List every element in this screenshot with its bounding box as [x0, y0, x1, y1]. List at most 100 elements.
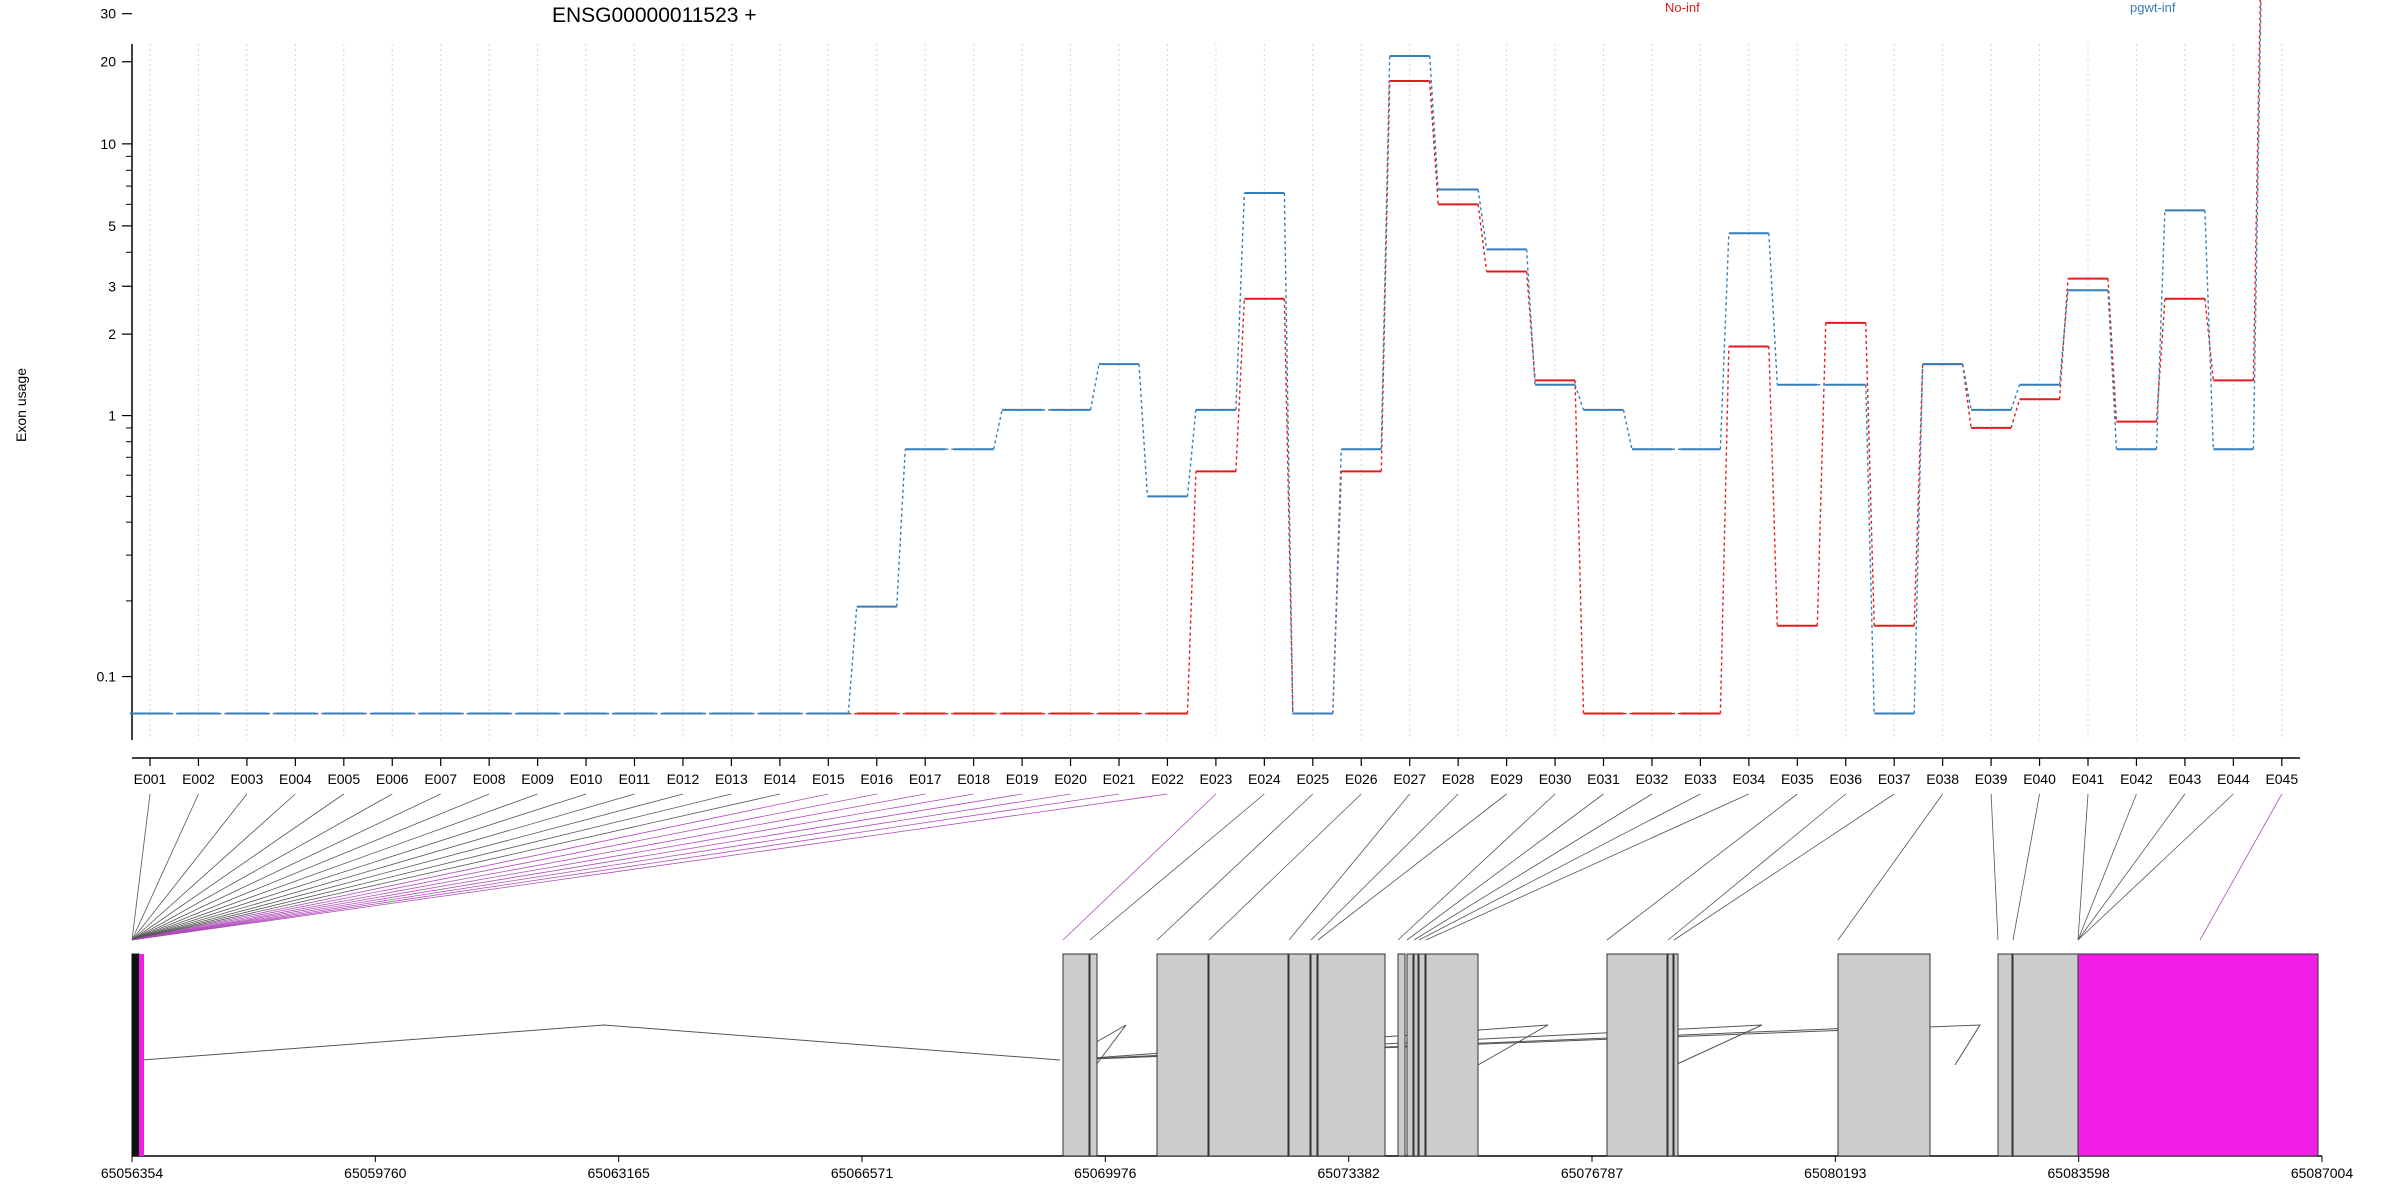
x-tick-label-e016: E016: [860, 771, 893, 787]
series-pgwt-inf-connector: [2010, 384, 2021, 411]
x-tick-label-e018: E018: [957, 771, 990, 787]
series-pgwt-inf-connector: [896, 449, 906, 607]
x-tick-label-e013: E013: [715, 771, 748, 787]
connector-line: [1425, 793, 1750, 941]
connector-line: [1317, 793, 1507, 941]
connector-line: [131, 793, 296, 941]
connector-line: [131, 793, 151, 941]
series-no-inf-connector: [1816, 322, 1827, 626]
connector-line: [131, 793, 441, 941]
connector-line: [1089, 793, 1265, 941]
series-pgwt-inf-connector: [1138, 364, 1149, 497]
connector-line: [131, 793, 926, 941]
exon-block: [1425, 953, 1479, 1157]
connector-line: [1667, 793, 1847, 941]
exon-block: [1062, 953, 1090, 1157]
x-tick-label-e004: E004: [279, 771, 312, 787]
series-no-inf-connector: [2204, 298, 2215, 381]
y-tick-label: 30: [100, 6, 116, 22]
genomic-ticks: 65056354 65059760 65063165 65066571 65069976…: [101, 1156, 2353, 1181]
y-tick-label: 5: [108, 218, 116, 234]
exon-block: [1413, 953, 1419, 1157]
genomic-tick-label: 65080193: [1804, 1165, 1867, 1181]
x-tick-label-e040: E040: [2023, 771, 2056, 787]
x-tick-label-e032: E032: [1636, 771, 1669, 787]
genomic-tick-label: 65069976: [1074, 1165, 1137, 1181]
series-no-inf: [130, 0, 2261, 715]
legend-label-pgwt-inf: pgwt-inf: [2130, 0, 2176, 15]
exon-block: [1406, 953, 1414, 1157]
gene-model: [131, 953, 2322, 1157]
connector-line: [1418, 793, 1701, 941]
connector-line: [1990, 793, 1999, 941]
series-pgwt-inf-connector: [1913, 364, 1924, 714]
connector-line: [131, 793, 199, 941]
x-tick-label-e035: E035: [1781, 771, 1814, 787]
genomic-tick-label: 65073382: [1318, 1165, 1381, 1181]
series-pgwt-inf-connector: [1961, 363, 1972, 410]
series-no-inf-connector: [1477, 204, 1488, 272]
series-no-inf-connector: [1913, 364, 1924, 626]
genomic-tick-label: 65063165: [588, 1165, 651, 1181]
connector-line: [131, 793, 877, 941]
x-tick-label-e028: E028: [1442, 771, 1475, 787]
x-tick-label-e033: E033: [1684, 771, 1717, 787]
connector-line: [2077, 793, 2186, 941]
series-no-inf-connector: [1380, 80, 1391, 472]
series-pgwt-inf-connector: [847, 606, 858, 714]
x-tick-label-e026: E026: [1345, 771, 1378, 787]
x-tick-label-e017: E017: [909, 771, 942, 787]
connector-line: [1208, 793, 1362, 941]
x-tick-label-e042: E042: [2120, 771, 2153, 787]
series-no-inf-connector: [1186, 471, 1197, 714]
series-pgwt-inf-connector: [2107, 290, 2118, 450]
genomic-tick-label: 65059760: [344, 1165, 407, 1181]
y-tick-label: 1: [108, 408, 116, 424]
series-pgwt-inf-connector: [1089, 363, 1100, 410]
connector-line: [131, 793, 1168, 941]
x-tick-label-e043: E043: [2169, 771, 2202, 787]
connector-line: [1837, 793, 1943, 941]
x-tick-label-e041: E041: [2072, 771, 2105, 787]
genomic-tick-label: 65076787: [1561, 1165, 1624, 1181]
connector-line: [2077, 793, 2137, 941]
exon-block-first: [131, 953, 140, 1157]
connector-line: [1288, 793, 1411, 941]
x-tick-label-e020: E020: [1054, 771, 1087, 787]
exon-connector-lines: [131, 793, 2283, 941]
connector-line: [131, 793, 1120, 941]
intron-line: [141, 1024, 1061, 1061]
exon-block: [1667, 953, 1674, 1157]
exon-block-highlighted: [2077, 953, 2319, 1157]
series-no-inf-connector: [2107, 278, 2118, 422]
grid-lines: [149, 44, 2283, 740]
series-pgwt-inf-connector: [1283, 193, 1294, 714]
exon-block: [1418, 953, 1426, 1157]
connector-line: [131, 793, 684, 941]
x-tick-label-e027: E027: [1393, 771, 1426, 787]
x-tick-label-e039: E039: [1975, 771, 2008, 787]
x-tick-label-e022: E022: [1151, 771, 1184, 787]
x-ticks: E001 E002 E003 E004 E005 E006 E007 E008 E009 E010…: [134, 758, 2298, 787]
series-no-inf-connector: [2010, 399, 2021, 429]
series-no-inf-connector: [1865, 322, 1875, 626]
connector-line: [1413, 793, 1653, 941]
series-pgwt-inf-connector: [2252, 0, 2262, 450]
series-no-inf-connector: [1961, 364, 1972, 429]
series-pgwt-inf-connector: [1865, 384, 1875, 714]
connector-line: [131, 793, 1023, 941]
series-pgwt-inf-connector: [1477, 189, 1488, 250]
series-no-inf-connector: [2058, 278, 2069, 400]
x-tick-label-e025: E025: [1296, 771, 1329, 787]
series-pgwt-inf-connector: [1332, 449, 1342, 714]
y-tick-label: 2: [108, 326, 116, 342]
x-tick-label-e024: E024: [1248, 771, 1281, 787]
legend-label-no-inf: No-inf: [1665, 0, 1700, 15]
series-no-inf-connector: [1719, 346, 1730, 714]
x-tick-label-e009: E009: [521, 771, 554, 787]
genomic-tick-label: 65066571: [831, 1165, 894, 1181]
connector-line: [131, 793, 345, 941]
connector-line: [131, 793, 732, 941]
series-pgwt-inf-connector: [1525, 249, 1536, 385]
connector-line: [2077, 793, 2089, 941]
